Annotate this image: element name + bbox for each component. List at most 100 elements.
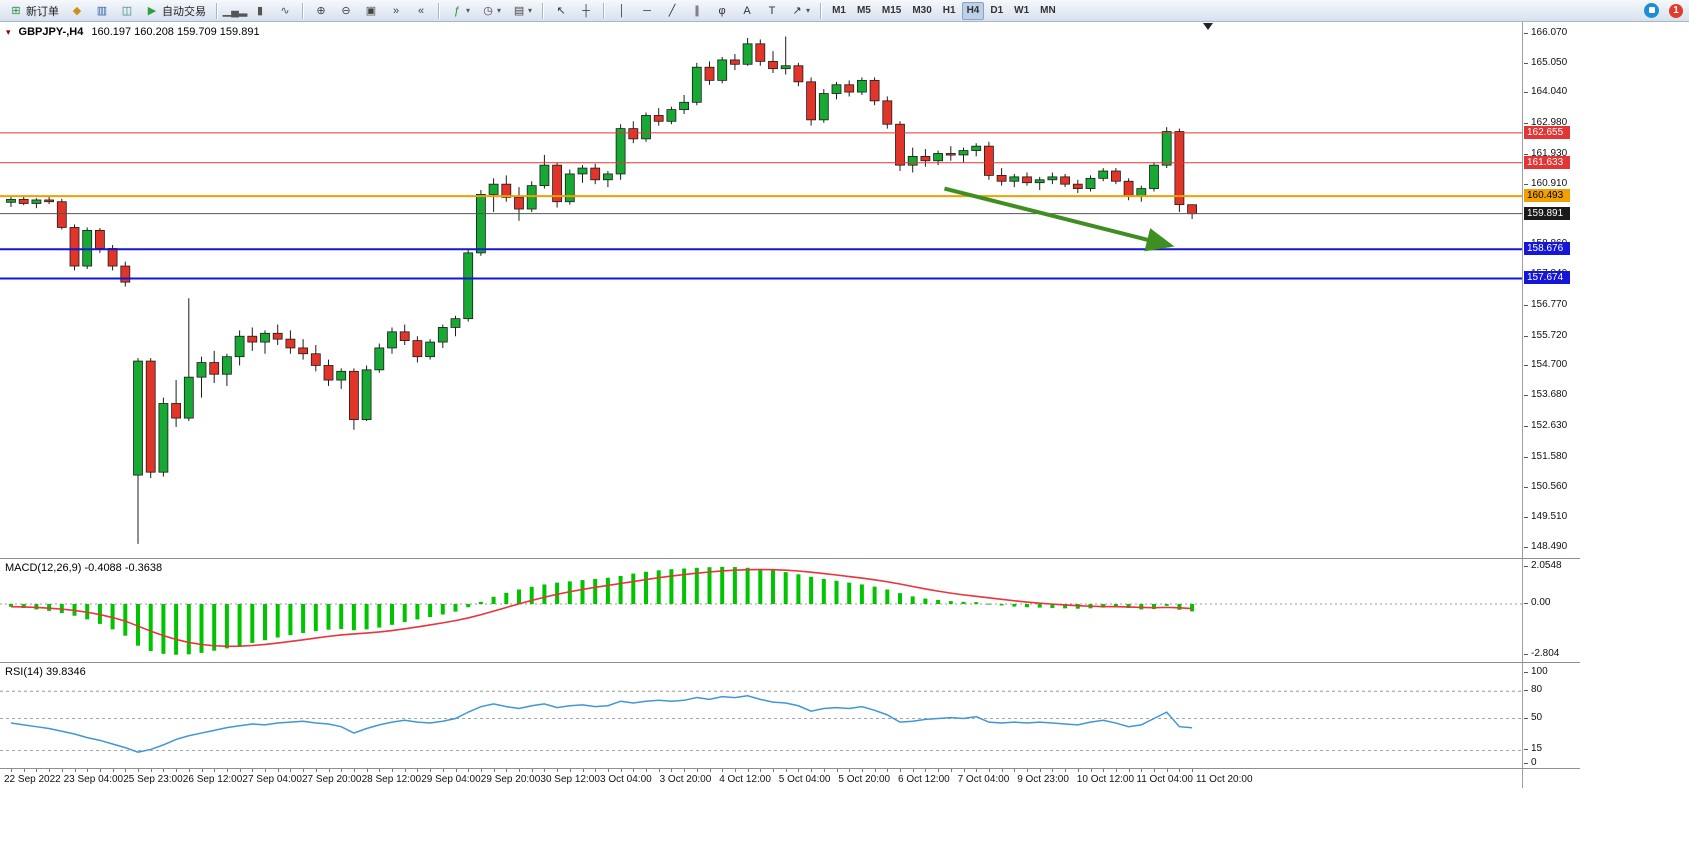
trendline-button[interactable]: ╱ xyxy=(660,1,684,21)
macd-bar xyxy=(313,604,318,632)
time-axis-label: 30 Sep 12:00 xyxy=(540,774,600,785)
rsi-axis[interactable]: 100 80 50 15 0 xyxy=(1522,663,1581,768)
templates-button[interactable]: ▤ ▾ xyxy=(507,1,537,21)
price-axis-label: 166.070 xyxy=(1524,27,1567,39)
zoom-out-icon: ⊖ xyxy=(341,4,351,17)
vertical-line-icon: │ xyxy=(618,4,626,17)
candle-up xyxy=(577,167,588,175)
price-axis-label: 148.490 xyxy=(1524,541,1567,553)
timeframe-h1-button[interactable]: H1 xyxy=(938,2,961,20)
price-axis-label: 164.040 xyxy=(1524,86,1567,98)
time-tick xyxy=(442,769,444,772)
candle-up xyxy=(6,198,16,203)
autotrade-button[interactable]: ▶ 自动交易 xyxy=(140,1,211,21)
time-axis-label: 23 Sep 04:00 xyxy=(63,774,124,785)
candle-down xyxy=(44,199,54,203)
zoom-in-button[interactable]: ⊕ xyxy=(309,1,333,21)
rsi-plot[interactable] xyxy=(0,664,1522,769)
candle-down xyxy=(755,43,766,62)
text-label-button[interactable]: T xyxy=(760,1,784,21)
time-tick xyxy=(1001,769,1003,772)
candle-down xyxy=(882,100,893,125)
candle-up xyxy=(1034,179,1045,184)
macd-axis[interactable]: 2.0548 0.00 -2.804 xyxy=(1522,559,1581,662)
arrows-button[interactable]: ↗ ▾ xyxy=(785,1,815,21)
channel-button[interactable]: ∥ xyxy=(685,1,709,21)
trend-arrow-annotation[interactable] xyxy=(943,186,1175,252)
chart-shift-button[interactable]: « xyxy=(409,1,433,21)
candle-down xyxy=(920,155,931,162)
macd-bar xyxy=(1177,604,1182,610)
macd-bar xyxy=(199,604,204,653)
timeframe-d1-button[interactable]: D1 xyxy=(985,2,1008,20)
time-tick xyxy=(1179,769,1181,772)
data-window-button[interactable]: ◫ xyxy=(115,1,139,21)
navigator-button[interactable]: ◆ xyxy=(65,1,89,21)
time-tick xyxy=(1077,769,1079,772)
arrows-icon: ↗ xyxy=(792,4,802,17)
timeframe-h4-button[interactable]: H4 xyxy=(961,1,985,20)
cursor-button[interactable]: ↖ xyxy=(549,1,573,21)
timeframe-mn-button[interactable]: MN xyxy=(1035,2,1061,20)
macd-bar xyxy=(720,566,725,604)
auto-scroll-button[interactable]: » xyxy=(384,1,408,21)
rsi-axis-label: 15 xyxy=(1524,743,1542,755)
periods-button[interactable]: ◷ ▾ xyxy=(476,1,506,21)
macd-bar xyxy=(428,604,433,618)
new-order-button-label: 新订单 xyxy=(26,5,59,18)
time-tick xyxy=(963,769,965,772)
candlestick-chart-button[interactable]: ▮ xyxy=(248,1,272,21)
dropdown-caret-icon: ▾ xyxy=(806,6,811,15)
macd-bar xyxy=(1012,604,1017,607)
rsi-value: 39.8346 xyxy=(45,666,86,678)
notification-badge[interactable]: 1 xyxy=(1669,3,1683,18)
text-button[interactable]: A xyxy=(735,1,759,21)
time-axis[interactable]: 22 Sep 2022 23 Sep 04:00 25 Sep 23:00 26 Se… xyxy=(0,768,1580,788)
crosshair-button[interactable]: ┼ xyxy=(574,1,598,21)
price-chart-plot[interactable] xyxy=(0,22,1522,558)
candle-down xyxy=(996,174,1007,182)
macd-bar xyxy=(301,604,306,633)
macd-bar xyxy=(529,586,534,604)
time-tick xyxy=(163,769,165,772)
time-axis-label: 5 Oct 04:00 xyxy=(778,774,831,785)
new-order-button[interactable]: ⊞ 新订单 xyxy=(4,1,64,21)
price-axis[interactable]: 166.070 165.050 164.040 162.980 161.930 160.9… xyxy=(1522,22,1581,558)
horizontal-lines-layer[interactable] xyxy=(0,132,1522,280)
candle-down xyxy=(69,227,80,267)
tile-windows-button[interactable]: ▣ xyxy=(359,1,383,21)
candle-down xyxy=(1123,180,1134,197)
timeframe-m15-button[interactable]: M15 xyxy=(877,2,906,20)
chart-shift-marker[interactable] xyxy=(1203,23,1213,30)
indicators-button[interactable]: ƒ ▾ xyxy=(445,1,475,21)
fibonacci-button[interactable]: φ xyxy=(710,1,734,21)
timeframe-m30-button[interactable]: M30 xyxy=(907,2,936,20)
macd-bar xyxy=(605,577,610,604)
candle-down xyxy=(412,340,423,358)
market-watch-button[interactable]: ▥ xyxy=(90,1,114,21)
symbol-timeframe: GBPJPY-,H4 xyxy=(18,26,84,38)
candle-up xyxy=(1047,176,1058,181)
community-icon[interactable] xyxy=(1644,3,1659,18)
time-tick xyxy=(74,769,76,772)
macd-bar xyxy=(1152,604,1156,610)
macd-bar xyxy=(821,579,826,604)
dropdown-caret-icon: ▾ xyxy=(528,6,533,15)
macd-bar xyxy=(961,601,966,604)
timeframe-m5-button[interactable]: M5 xyxy=(852,2,876,20)
candle-up xyxy=(425,341,436,358)
timeframe-w1-button[interactable]: W1 xyxy=(1009,2,1034,20)
time-tick xyxy=(506,769,508,772)
timeframe-m1-button[interactable]: M1 xyxy=(827,2,851,20)
vertical-line-button[interactable]: │ xyxy=(610,1,634,21)
macd-plot[interactable] xyxy=(0,560,1522,663)
candle-down xyxy=(514,196,524,210)
one-click-trading-arrow[interactable]: ▾ xyxy=(6,26,11,37)
time-axis-label: 29 Sep 20:00 xyxy=(480,774,541,785)
time-tick xyxy=(1141,769,1143,772)
bar-chart-button[interactable]: ▁▄▂ xyxy=(223,1,248,21)
horizontal-line-button[interactable]: ─ xyxy=(635,1,659,21)
line-chart-button[interactable]: ∿ xyxy=(273,1,297,21)
time-tick xyxy=(404,769,406,772)
zoom-out-button[interactable]: ⊖ xyxy=(334,1,358,21)
